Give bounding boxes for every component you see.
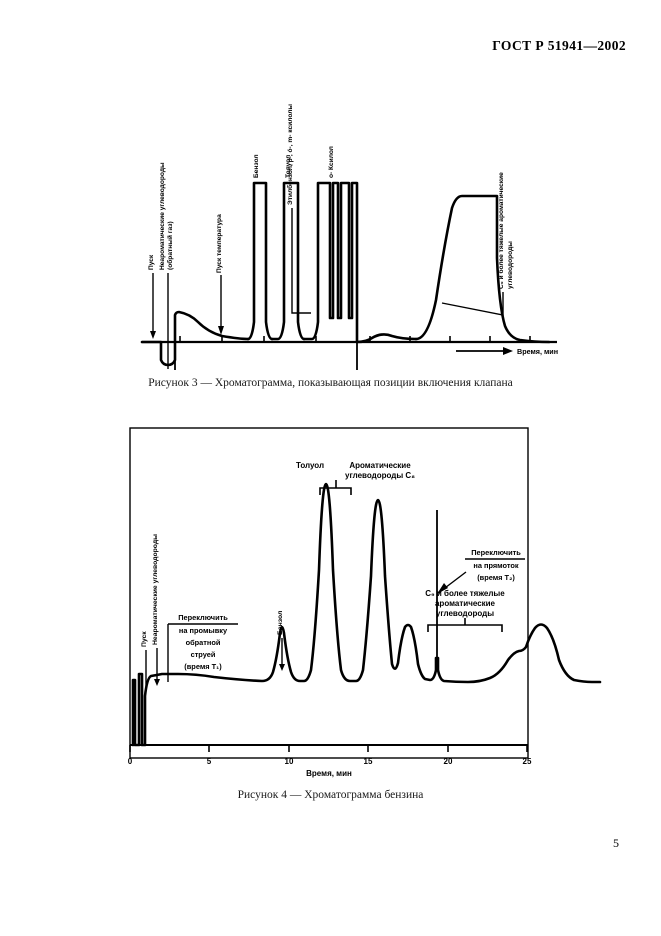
figure-3-caption: Рисунок 3 — Хроматограмма, показывающая … [148,377,513,389]
fig3-valve-lines [174,342,358,370]
fig3-label-o-xylene: о- Ксилол [328,146,335,178]
fig4-backflush-line1: Переключить [178,613,228,622]
fig4-backflush-line5: (время T₁) [184,662,222,671]
fig4-tick-25: 25 [523,757,532,766]
fig4-pointer-nonaromatics [154,648,160,686]
fig4-label-start: Пуск [141,631,148,647]
fig4-brace-c8 [319,480,352,495]
fig4-pointer-forward-valve [436,510,467,665]
fig3-pointer-c9 [441,292,504,316]
fig4-forward-line1: Переключить [471,548,521,557]
fig4-label-nonaromatics: Неароматические углеводороды [152,534,159,645]
page-number: 5 [613,836,619,850]
fig3-label-temp-start: Пуск температура [216,214,223,273]
fig4-x-ticks [129,744,528,752]
fig4-tick-15: 15 [364,757,373,766]
fig4-forward-line3: (время T₂) [477,573,515,582]
figure-4-svg: 0 5 10 15 20 25 Время, мин [128,427,602,778]
fig4-label-c8-line1: Ароматические [349,461,411,470]
fig3-pointer-ethylbenzene [291,208,311,314]
fig3-trace [140,181,551,367]
fig4-label-c8-line2: углеводороды C₈ [345,471,415,480]
fig4-axis-label: Время, мин [306,769,352,778]
fig4-trace [131,482,602,747]
figure-3-chromatogram: Время, мин [0,60,661,370]
fig3-label-nonaromatics-line2: (обратный газ) [166,221,174,270]
standard-header: ГОСТ Р 51941—2002 [492,38,626,53]
fig4-label-c9-line3: углеводороды [436,609,494,618]
fig3-pointer-temp-start [218,275,224,335]
fig3-label-ethylbenzene: Этилбензол, p-, ó-, m- ксилолы [286,104,294,205]
fig3-time-arrow [456,347,513,355]
fig4-backflush-line2: на промывку [179,626,228,635]
fig4-label-toluene: Толуол [296,461,324,470]
fig4-tick-20: 20 [444,757,453,766]
fig3-axis-label: Время, мин [517,347,558,356]
fig4-tick-10: 10 [285,757,294,766]
fig3-label-nonaromatics-line1: Неароматические углеводороды [159,162,166,270]
fig3-label-toluene: Толуол [285,155,292,178]
fig4-plot-frame [129,427,529,759]
fig4-forward-line2: на прямоток [473,561,519,570]
fig4-label-c9-line2: ароматические [435,599,496,608]
fig3-label-c9-line1: C₉ и более тяжелые ароматические [497,172,505,289]
fig3-axis [142,336,557,344]
fig4-brace-c9 [427,618,503,632]
fig3-label-benzene: Бензол [253,154,260,178]
fig3-label-c9-line2: углеводороды [507,241,514,289]
figure-3-svg: Время, мин [140,104,558,370]
fig4-backflush-line4: струей [191,650,216,659]
fig4-backflush-line3: обратной [186,638,221,647]
figure-4-chromatogram: 0 5 10 15 20 25 Время, мин [0,420,661,780]
fig4-label-benzene: Бензол [277,611,284,635]
figure-4-caption: Рисунок 4 — Хроматограмма бензина [237,789,424,801]
fig4-x-tick-labels: 0 5 10 15 20 25 [128,757,532,766]
fig4-tick-0: 0 [128,757,133,766]
fig3-pointer-start [150,273,156,339]
fig4-tick-5: 5 [207,757,212,766]
fig3-label-start: Пуск [148,254,155,270]
fig4-label-c9-line1: C₉ и более тяжелые [425,589,505,598]
fig4-pointer-benzene [279,638,285,671]
fig4-annotation-backflush: Переключить на промывку обратной струей … [167,613,238,682]
fig4-annotation-forward: Переключить на прямоток (время T₂) [465,548,525,582]
